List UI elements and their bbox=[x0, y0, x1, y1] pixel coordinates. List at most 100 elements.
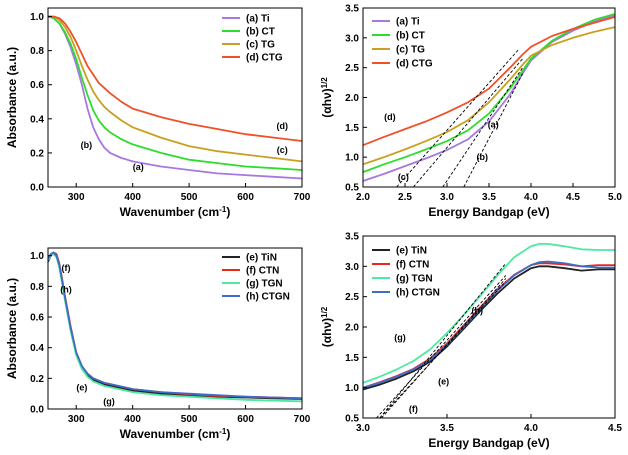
series-line-2 bbox=[48, 15, 302, 163]
y-tick-label: 0.8 bbox=[30, 46, 44, 57]
y-axis-label: Absorbance (a.u.) bbox=[5, 47, 19, 148]
annotation-label-0: (e) bbox=[438, 377, 449, 387]
x-tick-label: 5.0 bbox=[608, 192, 622, 203]
x-tick-label: 3.0 bbox=[356, 423, 370, 434]
y-tick-label: 3.0 bbox=[345, 33, 359, 44]
y-axis-label: (αhν)1/2 bbox=[320, 306, 335, 347]
annotation-label-1: (b) bbox=[81, 140, 93, 150]
series-line-1 bbox=[48, 15, 302, 171]
legend-label-2: (g) TGN bbox=[396, 274, 433, 285]
x-tick-label: 600 bbox=[237, 192, 254, 203]
legend-label-1: (f) CTN bbox=[246, 266, 279, 277]
series-group bbox=[48, 15, 302, 180]
tangent-line-0 bbox=[463, 73, 523, 187]
tangent-line-1 bbox=[376, 275, 507, 418]
y-tick-label: 1.5 bbox=[345, 353, 359, 364]
tangent-line-2 bbox=[379, 263, 507, 418]
series-line-3 bbox=[48, 15, 302, 142]
legend-label-3: (h) CTGN bbox=[396, 288, 440, 299]
annotation-label-3: (d) bbox=[384, 112, 396, 122]
x-axis-label: Wavenumber (cm-1) bbox=[120, 427, 231, 442]
chart-panel-bottom-left: 300 400 500 600 700 0.0 0.2 0.4 0.6 0.8 1.0 Wavenum… bbox=[5, 247, 311, 442]
annotation-label-0: (f) bbox=[62, 263, 71, 273]
tangent-line-3 bbox=[381, 278, 507, 418]
series-group bbox=[363, 13, 615, 187]
legend-label-0: (e) TiN bbox=[396, 246, 427, 257]
y-tick-label: 1.0 bbox=[345, 383, 359, 394]
legend-label-0: (a) Ti bbox=[396, 17, 420, 28]
legend-label-1: (b) CT bbox=[396, 31, 425, 42]
chart-panel-top-right: 2.0 2.5 3.0 3.5 4.0 4.5 5.0 0.5 1.0 1.5 2.0 2.5 3.0 3… bbox=[320, 4, 623, 220]
y-tick-label: 1.0 bbox=[30, 12, 44, 23]
x-tick-label: 500 bbox=[181, 414, 198, 425]
annotation-label-0: (a) bbox=[488, 119, 499, 129]
y-tick-label: 0.2 bbox=[30, 148, 44, 159]
y-tick-label: 0.5 bbox=[345, 414, 359, 425]
x-axis-label: Energy Bandgap (eV) bbox=[428, 205, 549, 219]
tangent-line-3 bbox=[396, 49, 519, 187]
x-tick-label: 3.0 bbox=[440, 192, 454, 203]
tangent-line-2 bbox=[413, 58, 523, 187]
x-tick-label: 300 bbox=[68, 414, 85, 425]
annotation-label-1: (b) bbox=[477, 152, 489, 162]
annotation-label-2: (c) bbox=[277, 145, 288, 155]
y-tick-label: 2.0 bbox=[345, 323, 359, 334]
x-tick-label: 3.5 bbox=[482, 192, 496, 203]
x-tick-label: 300 bbox=[68, 192, 85, 203]
annotation-label-1: (h) bbox=[60, 284, 72, 294]
y-tick-label: 0.2 bbox=[30, 374, 44, 385]
annotation-label-0: (a) bbox=[133, 162, 144, 172]
series-line-2 bbox=[363, 26, 615, 166]
x-tick-label: 2.5 bbox=[398, 192, 412, 203]
chart-panel-top-left: 300 400 500 600 700 0.0 0.2 0.4 0.6 0.8 1.0 Wavenum… bbox=[5, 7, 311, 220]
y-tick-label: 3.5 bbox=[345, 232, 359, 243]
y-tick-label: 0.0 bbox=[30, 405, 44, 416]
x-axis-label: Wavenumber (cm-1) bbox=[120, 205, 231, 220]
x-tick-label: 600 bbox=[237, 414, 254, 425]
series-line-3 bbox=[363, 16, 615, 147]
y-tick-label: 0.5 bbox=[345, 183, 359, 194]
legend-label-3: (d) CTG bbox=[396, 59, 433, 70]
legend-label-1: (b) CT bbox=[246, 27, 275, 38]
annotation-label-1: (g) bbox=[394, 332, 406, 342]
series-line-3 bbox=[363, 260, 615, 389]
legend-label-1: (f) CTN bbox=[396, 260, 429, 271]
y-tick-label: 1.0 bbox=[345, 153, 359, 164]
x-tick-label: 3.5 bbox=[440, 423, 454, 434]
y-axis-label: Absorbance (a.u.) bbox=[5, 278, 19, 379]
chart-panel-bottom-right: 3.0 3.5 4.0 4.5 0.5 1.0 1.5 2.0 2.5 3.0 3.5 Energy … bbox=[320, 232, 623, 451]
y-tick-label: 3.5 bbox=[345, 4, 359, 15]
x-tick-label: 2.0 bbox=[356, 192, 370, 203]
y-tick-label: 2.5 bbox=[345, 292, 359, 303]
y-tick-label: 0.8 bbox=[30, 282, 44, 293]
annotation-label-2: (h) bbox=[471, 306, 483, 316]
x-tick-label: 400 bbox=[124, 192, 141, 203]
y-tick-label: 3.0 bbox=[345, 262, 359, 273]
series-line-0 bbox=[363, 14, 615, 182]
legend-label-2: (c) TG bbox=[396, 45, 425, 56]
x-tick-label: 400 bbox=[124, 414, 141, 425]
x-tick-label: 700 bbox=[294, 414, 311, 425]
series-group bbox=[363, 243, 615, 418]
plot-frame bbox=[47, 247, 303, 410]
y-tick-label: 2.5 bbox=[345, 63, 359, 74]
tangent-line-1 bbox=[442, 67, 523, 187]
x-tick-label: 4.5 bbox=[608, 423, 622, 434]
x-axis-label: Energy Bandgap (eV) bbox=[428, 436, 549, 450]
y-tick-label: 1.5 bbox=[345, 123, 359, 134]
series-line-3 bbox=[48, 251, 302, 400]
y-tick-label: 1.0 bbox=[30, 251, 44, 262]
y-tick-label: 0.0 bbox=[30, 183, 44, 194]
annotation-label-2: (e) bbox=[76, 383, 87, 393]
y-tick-label: 2.0 bbox=[345, 93, 359, 104]
legend-label-2: (g) TGN bbox=[246, 279, 283, 290]
legend-label-3: (h) CTGN bbox=[246, 292, 290, 303]
x-tick-label: 4.0 bbox=[524, 192, 538, 203]
series-line-0 bbox=[363, 265, 615, 391]
y-tick-label: 0.4 bbox=[30, 114, 44, 125]
annotation-label-2: (c) bbox=[398, 172, 409, 182]
x-tick-label: 700 bbox=[294, 192, 311, 203]
series-line-2 bbox=[363, 243, 615, 384]
annotation-label-3: (f) bbox=[409, 404, 418, 414]
